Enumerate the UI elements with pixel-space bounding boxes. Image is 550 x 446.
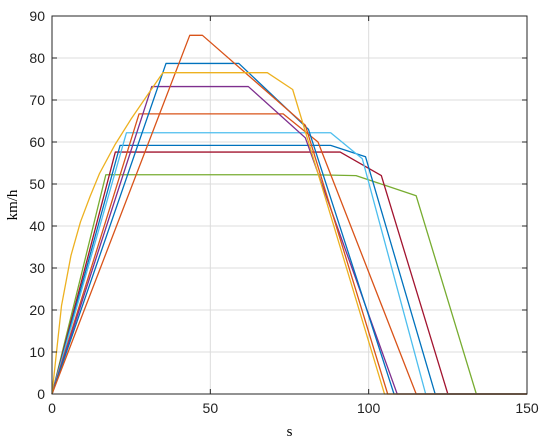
axis-ticks: 0 50 100 150 0 10 20 30 40 50 60 70 80 90 bbox=[29, 8, 538, 416]
y-tick-label: 80 bbox=[29, 50, 45, 66]
y-tick-label: 90 bbox=[29, 8, 45, 24]
series-line-4 bbox=[51, 132, 527, 395]
series-line-9 bbox=[51, 72, 527, 395]
y-tick-label: 40 bbox=[29, 218, 45, 234]
plot-frame bbox=[51, 15, 528, 395]
y-tick-label: 70 bbox=[29, 92, 45, 108]
y-tick-label: 20 bbox=[29, 302, 45, 318]
series-line-3 bbox=[51, 144, 527, 395]
x-tick-label: 100 bbox=[357, 400, 381, 416]
y-tick-label: 30 bbox=[29, 260, 45, 276]
y-axis-label: km/h bbox=[5, 189, 21, 220]
y-tick-label: 50 bbox=[29, 176, 45, 192]
y-tick-label: 60 bbox=[29, 134, 45, 150]
y-tick-label: 10 bbox=[29, 344, 45, 360]
y-tick-label: 0 bbox=[37, 386, 45, 402]
series-line-8 bbox=[51, 34, 527, 395]
x-tick-label: 150 bbox=[515, 400, 539, 416]
series-line-7 bbox=[51, 62, 527, 395]
x-tick-label: 0 bbox=[48, 400, 56, 416]
grid bbox=[52, 16, 527, 394]
x-tick-label: 50 bbox=[203, 400, 219, 416]
series-lines bbox=[51, 34, 527, 395]
x-axis-label: s bbox=[287, 424, 293, 440]
